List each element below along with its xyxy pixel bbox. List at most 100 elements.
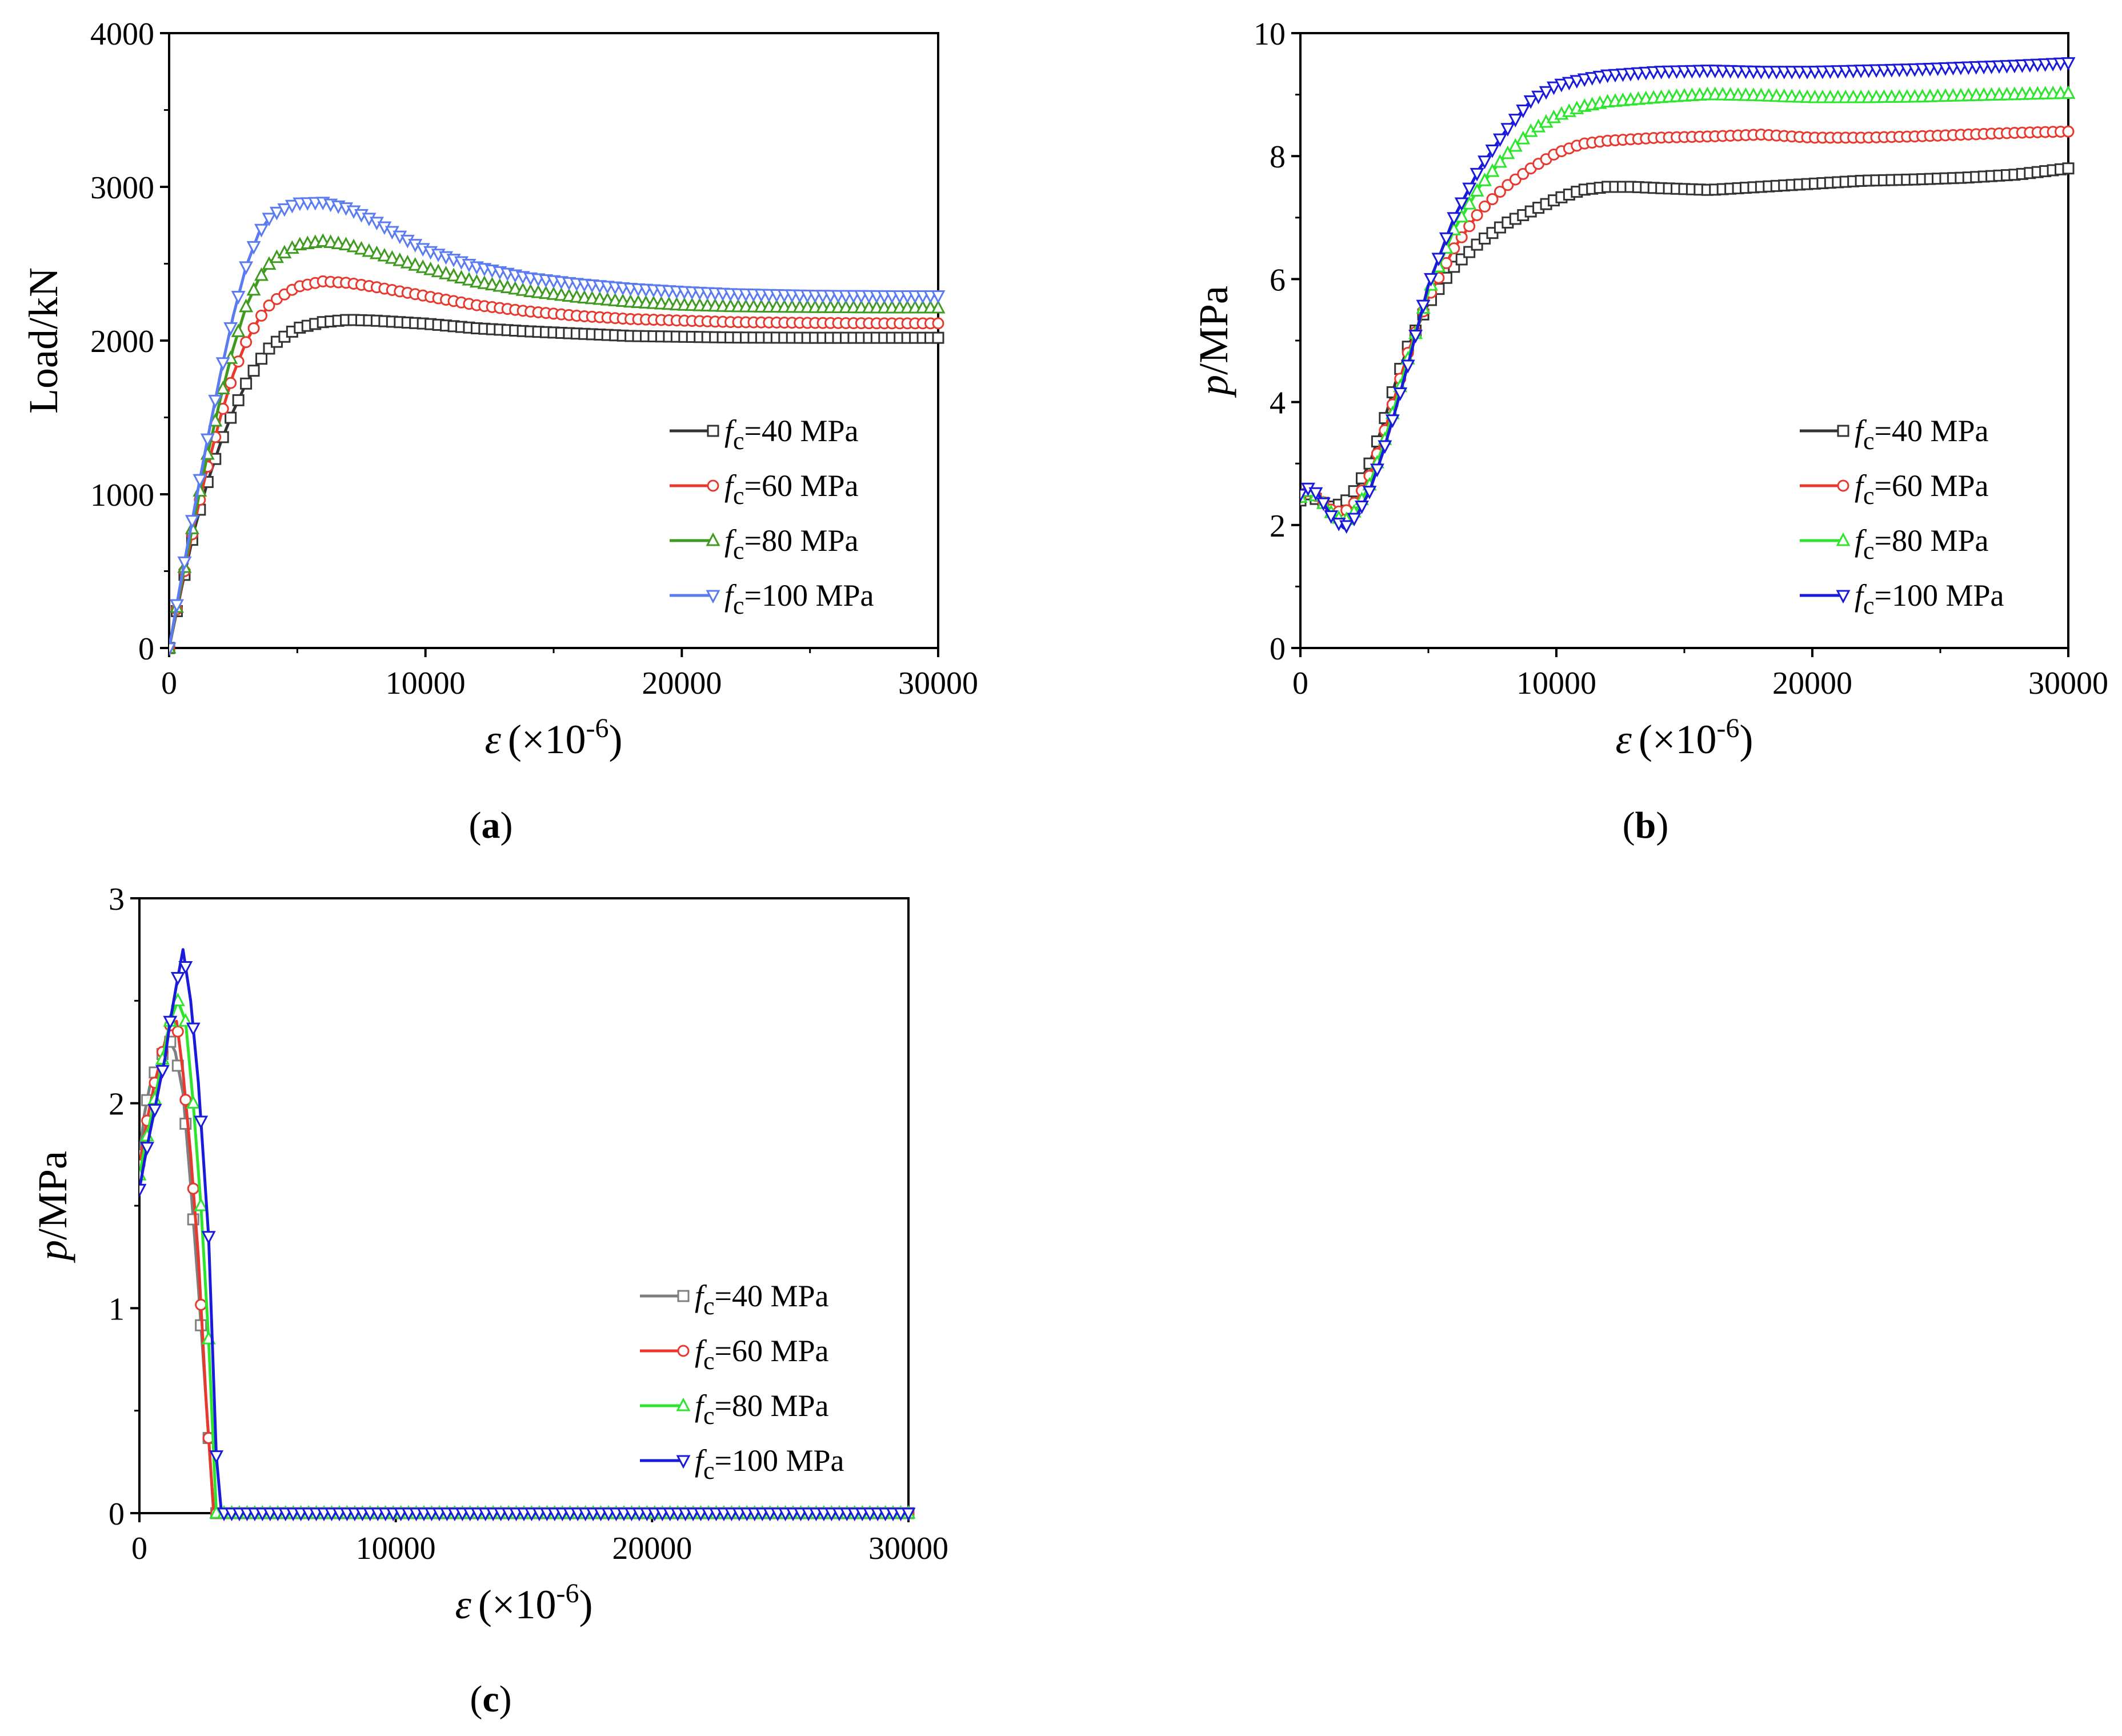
series-4-marker [1385,414,1400,429]
x-tick-label: 20000 [612,1531,692,1566]
y-axis-unit: /MPa [30,1151,75,1240]
series-3-marker [385,250,399,264]
series-4-marker [178,961,193,975]
series-4-marker [1562,77,1576,91]
x-tick-label: 10000 [356,1531,436,1566]
y-tick-label: 0 [138,631,154,667]
series-3-marker [493,278,507,292]
series-2-marker [932,317,944,330]
x-axis-close: ) [608,717,622,762]
series-4-marker [170,971,185,986]
series-4-marker [285,199,299,214]
series-1-marker [225,411,237,424]
y-tick-label: 4 [1270,386,1286,421]
series-3-marker [331,235,346,250]
legend-marker-2 [677,1345,690,1357]
series-4-marker [277,203,292,217]
series-3-marker [1462,195,1477,210]
series-3-marker [339,237,354,251]
series-4-marker [1324,510,1339,524]
series-3-marker [431,263,446,278]
series-4-marker [147,1103,162,1118]
series-4-marker [931,290,946,304]
series-2-marker [255,309,268,322]
series-2-marker [263,299,275,312]
series-4-marker [1554,78,1569,93]
series-4-marker [1408,330,1423,343]
series-4-marker [262,213,277,227]
series-group [1300,57,2076,534]
series-4-marker [1454,197,1469,211]
y-axis-symbol: p [30,1240,75,1263]
series-group [169,197,946,657]
series-3-marker [477,275,492,289]
series-3-marker [546,286,561,300]
series-4-marker [1592,70,1607,85]
legend-marker-1 [707,425,719,437]
series-2-marker [1486,193,1499,206]
series-4-marker [208,394,223,409]
series-4-marker [1447,212,1462,226]
x-tick-label: 20000 [1772,666,1852,701]
y-tick-label: 1000 [90,478,154,513]
series-line-3 [139,999,908,1515]
series-3-marker [446,267,461,282]
x-tick-label: 20000 [642,666,722,701]
series-3-marker [1478,173,1492,186]
series-1-marker [255,353,268,365]
series-4-marker [1478,155,1492,170]
series-4-marker [201,1231,216,1245]
series-3-marker [246,282,261,296]
legend-label-3: fc=80 MPa [724,523,859,565]
legend-marker-2 [1837,479,1849,492]
series-4-marker [139,1142,154,1156]
series-4-marker [901,1507,916,1522]
series-4-marker [1362,486,1377,499]
series-4-marker [1516,105,1531,118]
series-3-marker [186,1095,201,1109]
series-4-marker [1431,253,1446,267]
series-4-marker [1547,81,1562,95]
legend-label-4: fc=100 MPa [695,1443,844,1485]
legend-marker-3 [676,1397,691,1411]
series-4-marker [1462,182,1477,197]
y-tick-label: 0 [109,1497,125,1532]
series-1-marker [932,331,944,344]
series-3-marker [515,282,530,296]
series-3-marker [485,277,499,291]
legend-label-3: fc=80 MPa [695,1389,829,1430]
x-axis-close: ) [1739,717,1753,762]
series-4-marker [1523,95,1538,109]
series-3-marker [454,270,469,284]
legend-label-4: fc=100 MPa [1855,578,2004,619]
series-4-marker [193,474,207,488]
series-4-marker [1439,232,1454,246]
x-axis-unit: (×10 [1639,717,1717,762]
series-3-marker [508,281,523,295]
series-4-marker [1485,144,1500,158]
series-2-marker [1471,209,1483,221]
series-3-marker [931,299,946,314]
series-3-marker [462,271,477,286]
x-tick-label: 0 [1292,666,1308,701]
legend-label-2: fc=60 MPa [1855,469,1989,510]
series-4-marker [1423,273,1438,287]
x-tick-label: 0 [131,1531,147,1566]
series-4-marker [215,357,230,371]
panel-label: (b) [1623,805,1669,846]
series-group [139,948,916,1522]
series-3-marker [354,241,369,255]
legend-marker-3 [1836,532,1851,546]
legend-label-3: fc=80 MPa [1855,523,1989,565]
series-4-marker [1393,387,1408,401]
chart-panel-a: 0 10000 20000 30000 0 1000 2000 3000 4000 ε (×10-6… [21,17,978,846]
series-4-marker [1539,86,1554,100]
series-3-marker [1492,154,1507,168]
series-4-marker [163,1015,178,1030]
x-axis-exponent: -6 [1717,713,1740,743]
series-3-marker [1508,138,1523,152]
series-4-marker [269,206,284,221]
series-4-marker [1370,463,1384,478]
series-3-marker [423,261,438,275]
x-axis-exponent: -6 [586,713,609,743]
